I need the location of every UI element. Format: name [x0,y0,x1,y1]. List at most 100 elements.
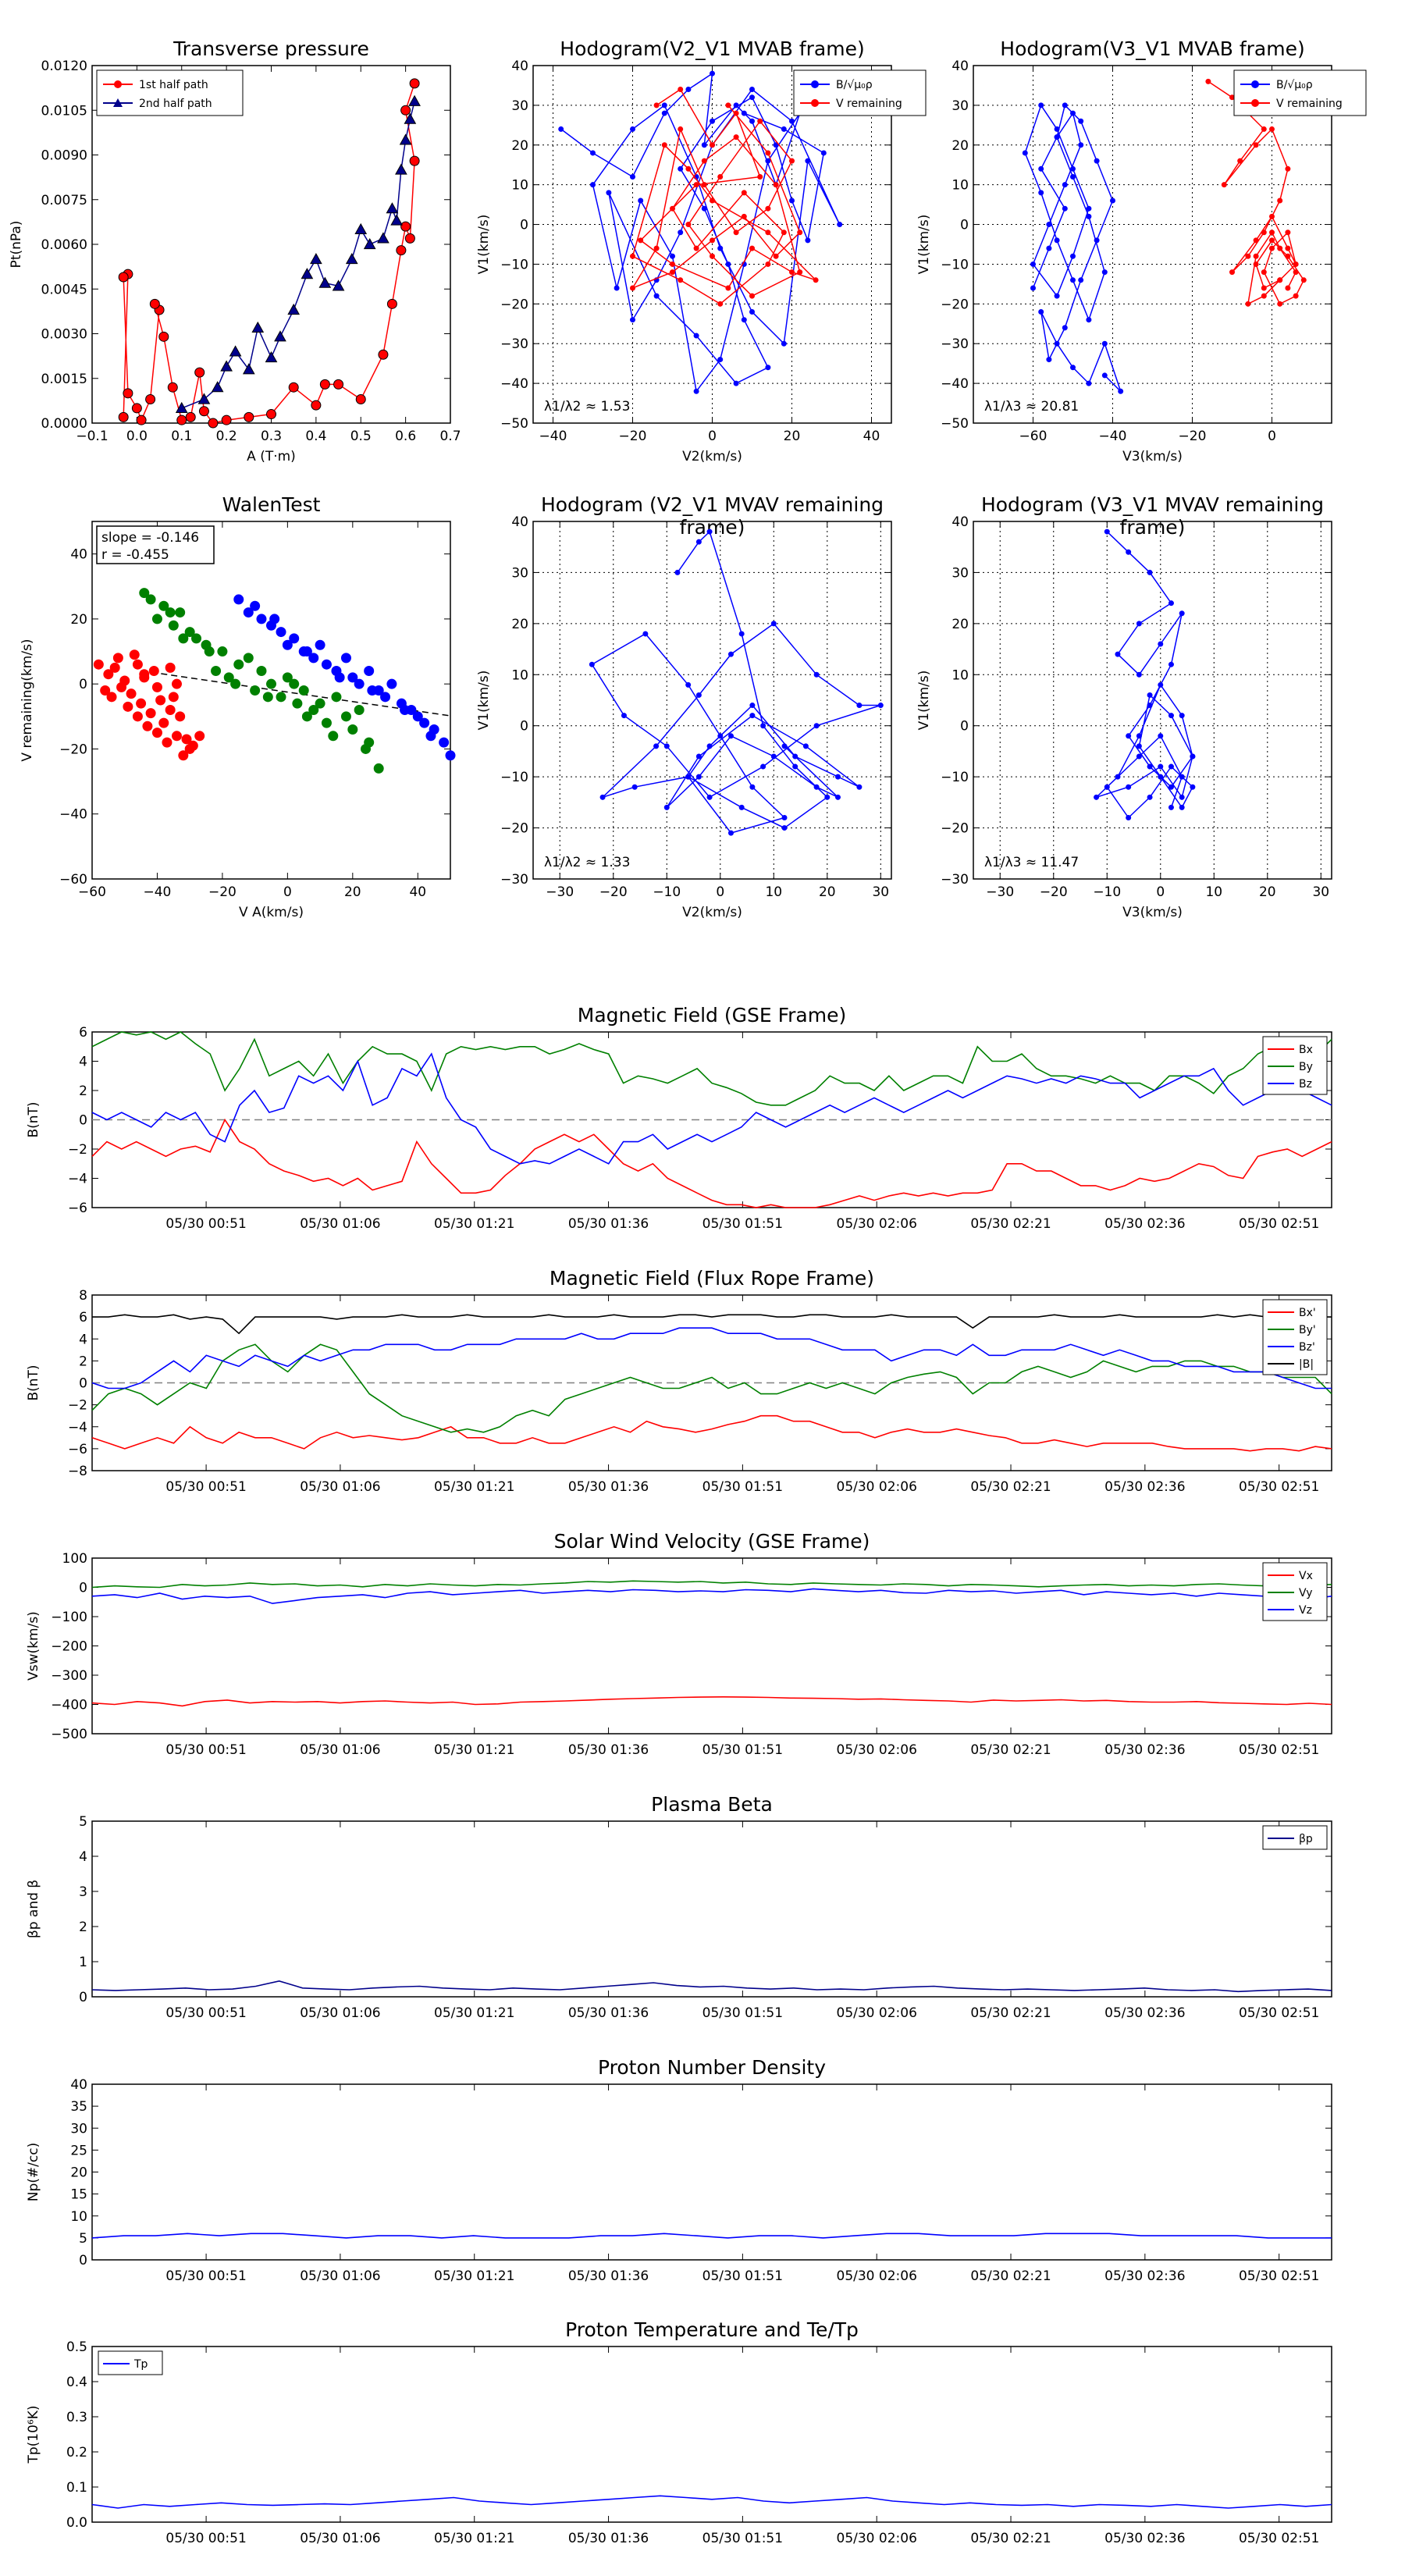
walen-point [123,701,133,712]
hodogram-point [733,229,739,236]
hodogram-point [1237,158,1243,164]
x-tick-label: −20 [599,884,628,900]
hodogram-point [749,87,755,93]
y-tick-label: −4 [68,1172,87,1187]
hodogram-point [820,150,827,156]
hodogram-point [630,173,635,180]
annotation-box [96,525,215,564]
x-tick-label: 0 [716,884,724,900]
y-tick-label: 20 [70,2165,87,2181]
time-tick-label: 05/30 02:51 [1239,1216,1319,1232]
hodogram-point [630,126,635,132]
legend-label: Vz [1299,1604,1312,1617]
walen-point [276,627,286,638]
hodogram-point [631,784,638,790]
time-tick-label: 05/30 01:21 [434,2268,514,2284]
hodogram-point [653,743,660,749]
walen-point [151,681,162,692]
hodogram-point [653,293,660,299]
hodogram-point [1062,182,1068,188]
hodogram-point [1078,277,1084,283]
point-1st-half [118,411,129,422]
y-tick-label: 0.0 [66,2515,87,2531]
walen-point [142,720,153,731]
plot-frame [91,1557,1332,1735]
x-tick-label: 0.2 [216,429,237,444]
walen-point [106,692,117,703]
y-tick-label: 10 [951,667,969,683]
y-tick-label: 0.0120 [41,59,87,74]
hodogram-point [695,692,702,698]
hodogram-point [1253,237,1259,244]
walen-point [136,698,147,709]
walen-point [354,704,365,715]
y-tick-label: −30 [941,336,969,352]
legend-label: Bx [1299,1044,1313,1056]
legend-label: Bx' [1299,1307,1316,1319]
y-tick-label: 0 [520,218,528,233]
y-axis-label: V1(km/s) [916,671,932,731]
y-tick-label: 40 [511,59,528,74]
timeseries-line [91,1580,1332,1589]
legend [96,69,244,116]
y-tick-label: 0.2 [66,2445,87,2460]
hodogram-point [770,621,777,627]
hodogram-point [1168,784,1174,790]
y-axis-label: Tp(10⁶K) [26,2405,41,2464]
eigenvalue-ratio: λ1/λ3 ≈ 20.81 [984,399,1079,415]
legend-marker [811,80,819,88]
hodogram-point [1269,237,1275,244]
hodogram-point [1086,317,1092,323]
legend-marker [114,80,122,88]
hodogram-point [773,182,779,188]
point-1st-half [409,155,420,166]
hodogram-point [805,237,811,244]
time-tick-label: 05/30 02:21 [970,1216,1051,1232]
time-tick-label: 05/30 01:51 [702,2268,783,2284]
hodogram-point [856,784,863,790]
hodogram-point [1261,229,1267,236]
hodogram-point [797,229,803,236]
title-transverse: Transverse pressure [173,37,369,60]
walen-point [100,685,111,696]
x-axis-label: V2(km/s) [682,905,742,920]
walen-point [364,666,375,677]
point-1st-half [333,379,344,390]
x-tick-label: 20 [344,884,361,900]
walen-point [250,600,261,611]
legend-label: By [1299,1061,1313,1073]
hodogram-point [802,743,809,749]
y-tick-label: −10 [500,257,528,272]
hodogram-point [789,118,795,124]
walen-point [126,688,137,699]
y-axis-label: Np(#/cc) [26,2143,41,2201]
title-beta: Plasma Beta [651,1793,773,1816]
hodogram-point [695,753,702,760]
y-tick-label: 20 [70,612,87,628]
y-tick-label: 0.0090 [41,148,87,164]
point-2nd-half [354,222,368,235]
hodogram-point [653,102,660,109]
x-tick-label: 10 [1205,884,1222,900]
y-tick-label: 30 [511,98,528,114]
y-axis-label: βp and β [26,1880,41,1938]
y-tick-label: 0 [79,1113,87,1129]
time-tick-label: 05/30 02:21 [970,2268,1051,2284]
walen-point [380,692,391,703]
hodogram-point [630,285,635,291]
hodogram-point [1046,245,1052,251]
hodogram-point [1054,237,1060,244]
x-axis-label: A (T·m) [247,449,296,464]
x-tick-label: −10 [653,884,681,900]
walen-point [373,763,384,774]
hodogram-point [725,285,731,291]
hodogram-point [1038,102,1044,109]
hodogram-point [765,158,771,164]
y-axis-label: V remaining(km/s) [20,639,35,761]
walen-point [171,678,182,689]
y-tick-label: 30 [511,565,528,581]
hodogram-point [856,703,863,709]
legend-label: Bz' [1299,1341,1315,1354]
y-tick-label: −50 [500,416,528,432]
hodogram-point [834,794,841,800]
